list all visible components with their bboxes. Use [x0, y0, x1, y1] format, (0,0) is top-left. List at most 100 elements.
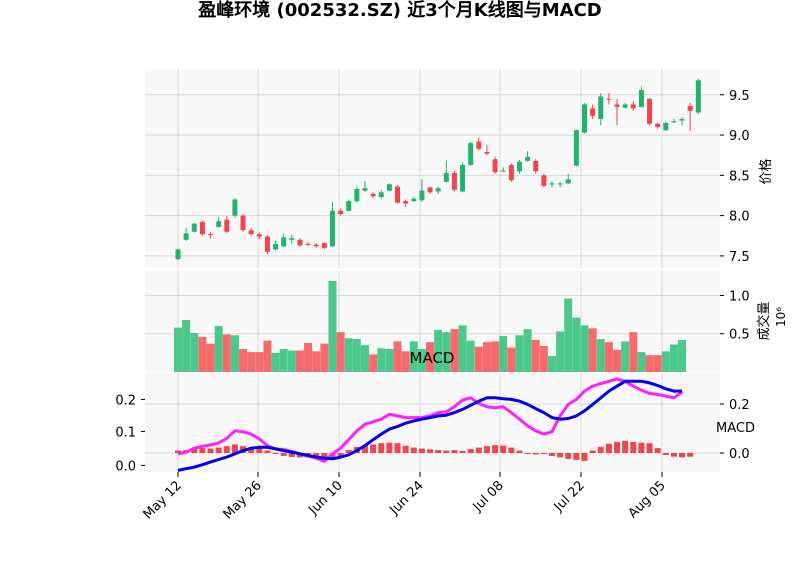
- macd-histogram-bar: [199, 448, 206, 453]
- volume-bar: [409, 341, 418, 372]
- macd-histogram-bar: [573, 453, 580, 460]
- candle-body: [321, 243, 327, 248]
- volume-bar: [474, 346, 483, 372]
- macd-histogram-bar: [345, 450, 352, 453]
- macd-histogram-bar: [451, 450, 458, 453]
- candle-body: [329, 210, 335, 247]
- macd-histogram-bar: [492, 445, 499, 453]
- volume-bar: [434, 329, 443, 372]
- macd-histogram-bar: [402, 445, 409, 453]
- candle-body: [175, 249, 181, 260]
- candle-body: [549, 183, 555, 185]
- price-tick-label: 9.0: [729, 129, 750, 144]
- x-tick-label: Jun 24: [387, 478, 427, 518]
- candle-body: [264, 236, 270, 252]
- candle-body: [338, 210, 344, 215]
- candle-body: [403, 201, 409, 204]
- macd-histogram-bar: [207, 448, 214, 453]
- macd-histogram-bar: [532, 453, 539, 455]
- chart-title: 盈峰环境 (002532.SZ) 近3个月K线图与MACD: [198, 0, 602, 21]
- x-tick-label: Jul 08: [470, 478, 507, 515]
- candle-body: [183, 233, 189, 240]
- volume-panel: 0.5 1.0 成交量 10⁶: [145, 271, 788, 372]
- candle-body: [647, 98, 653, 124]
- candle-body: [281, 237, 287, 247]
- candle-body: [240, 215, 246, 231]
- candle-body: [614, 104, 620, 107]
- macd-histogram-bar: [410, 447, 417, 453]
- candle-body: [622, 104, 628, 108]
- candle-body: [638, 89, 644, 107]
- volume-bar: [629, 332, 638, 372]
- macd-histogram-bar: [280, 453, 287, 456]
- candle-body: [687, 106, 693, 111]
- price-tick-label: 9.5: [729, 89, 750, 104]
- volume-bar: [426, 342, 435, 372]
- volume-tick-label: 1.0: [729, 289, 750, 304]
- macd-axis-label: MACD: [716, 421, 755, 436]
- candle-body: [508, 164, 514, 181]
- candle-body: [297, 239, 303, 246]
- candle-body: [451, 172, 457, 190]
- candle-body: [525, 156, 531, 161]
- macd-histogram-bar: [508, 447, 515, 453]
- volume-bar: [637, 352, 646, 372]
- volume-bar: [190, 332, 199, 372]
- macd-histogram-bar: [313, 453, 320, 457]
- candle-body: [273, 243, 279, 250]
- macd-histogram-bar: [443, 450, 450, 453]
- candle-body: [565, 179, 571, 184]
- volume-bar: [678, 339, 687, 372]
- macd-histogram-bar: [272, 453, 279, 454]
- volume-bar: [588, 328, 597, 372]
- x-tick-label: May 26: [221, 478, 265, 522]
- volume-scale-label: 10⁶: [774, 307, 788, 327]
- macd-right-tick-label: 0.0: [729, 447, 750, 462]
- macd-right-tick-label: 0.2: [729, 398, 750, 413]
- volume-bar: [458, 325, 467, 372]
- macd-histogram-bar: [565, 453, 572, 459]
- candle-body: [199, 222, 205, 235]
- macd-histogram-bar: [337, 453, 344, 456]
- volume-bar: [401, 351, 410, 372]
- volume-bar: [450, 329, 459, 372]
- macd-histogram-bar: [540, 453, 547, 454]
- candle-body: [460, 164, 466, 192]
- candle-body: [362, 188, 368, 191]
- candle-body: [419, 190, 425, 201]
- volume-bar: [653, 355, 662, 372]
- candle-body: [386, 184, 392, 191]
- x-tick-label: Aug 05: [626, 478, 669, 521]
- macd-histogram-bar: [248, 447, 255, 453]
- candle-body: [208, 234, 214, 236]
- candle-body: [533, 160, 539, 172]
- macd-histogram-bar: [427, 449, 434, 453]
- volume-bar: [442, 332, 451, 372]
- volume-bar: [621, 341, 630, 372]
- volume-bar: [174, 327, 182, 372]
- volume-bar: [360, 345, 369, 372]
- volume-bar: [604, 342, 613, 372]
- macd-left-tick-label: 0.0: [115, 459, 136, 474]
- volume-bar: [564, 298, 573, 372]
- candle-body: [671, 121, 677, 123]
- candle-body: [541, 175, 547, 186]
- dif-line: [177, 377, 683, 463]
- macd-histogram-bar: [516, 450, 523, 453]
- candle-body: [256, 234, 262, 237]
- volume-bar: [393, 341, 402, 372]
- volume-bar: [417, 349, 426, 372]
- macd-histogram-bar: [605, 443, 612, 453]
- candle-body: [663, 122, 669, 131]
- macd-panel: 0.0 0.1 0.2 0.0 0.2 MACD: [115, 373, 755, 474]
- macd-histogram-bar: [378, 443, 385, 453]
- volume-bar: [499, 336, 508, 372]
- volume-bar: [287, 350, 296, 372]
- x-axis: May 12 May 26 Jun 10 Jun 24 Jul 08 Jul 22 Aug …: [141, 472, 669, 522]
- volume-bar: [198, 336, 207, 372]
- macd-histogram-bar: [679, 453, 686, 458]
- candle-body: [354, 189, 360, 202]
- macd-histogram-bar: [654, 448, 661, 453]
- macd-histogram-bar: [231, 444, 238, 453]
- candle-body: [427, 187, 433, 193]
